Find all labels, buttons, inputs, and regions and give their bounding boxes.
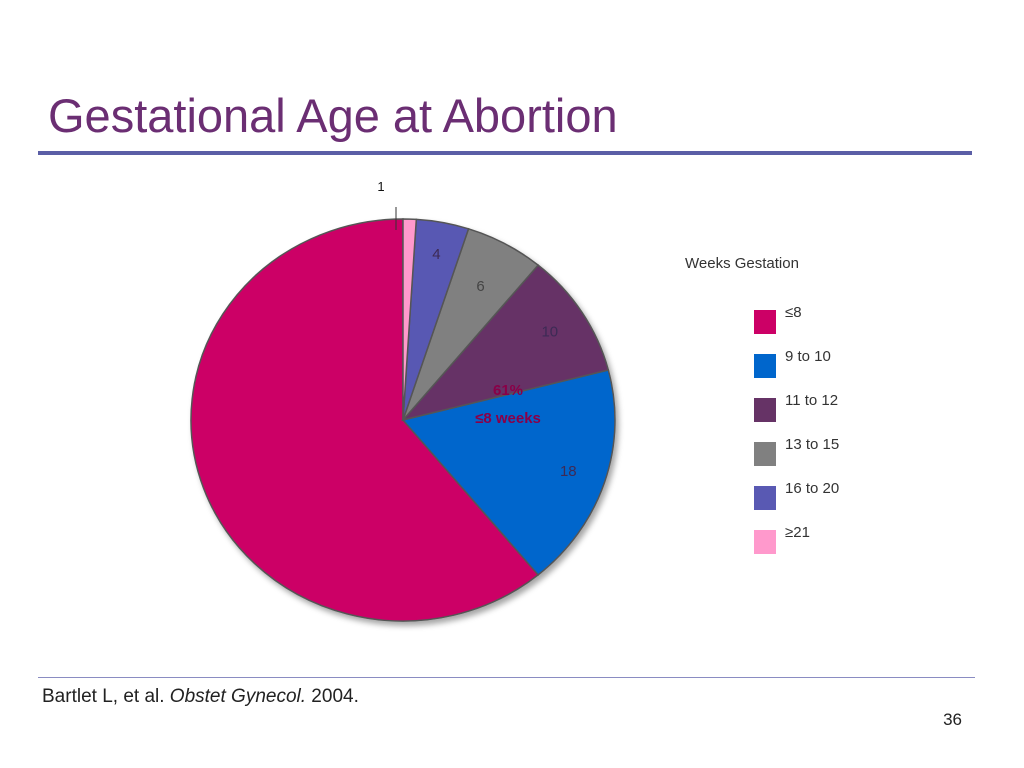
pie-slice-le-8	[190, 218, 540, 622]
legend-title: Weeks Gestation	[685, 255, 799, 272]
citation-year: 2004.	[306, 686, 359, 707]
legend-label: 16 to 20	[785, 480, 840, 497]
data-label-9-to-10: 18	[560, 463, 577, 480]
pie-slice-ge-21	[402, 218, 418, 421]
citation: Bartlet L, et al. Obstet Gynecol. 2004.	[42, 686, 359, 708]
legend-label: 11 to 12	[785, 392, 839, 409]
citation-journal: Obstet Gynecol.	[169, 686, 307, 707]
data-label-le-8: 61%	[493, 382, 523, 399]
legend-swatch	[754, 442, 776, 466]
legend-swatch	[754, 530, 776, 554]
citation-author: Bartlet L, et al.	[42, 686, 170, 707]
center-annotation: ≤8 weeks	[475, 410, 541, 427]
data-label-16-to-20: 4	[432, 246, 440, 263]
legend-swatch	[754, 486, 776, 510]
legend-label: 9 to 10	[785, 348, 831, 365]
pie-slice-9-to-10	[401, 369, 616, 576]
data-label-13-to-15: 6	[476, 278, 484, 295]
pie-slice-11-to-12	[400, 264, 610, 422]
legend-label: ≤8	[785, 304, 802, 321]
title-divider	[38, 151, 972, 155]
data-label-ge-21: 1	[377, 179, 384, 194]
data-label-11-to-12: 10	[541, 324, 558, 341]
legend-swatch	[754, 354, 776, 378]
legend-label: 13 to 15	[785, 436, 840, 453]
page-number: 36	[943, 710, 962, 729]
footer-divider	[38, 677, 975, 678]
legend-label: ≥21	[785, 524, 810, 541]
slide-title: Gestational Age at Abortion	[48, 89, 618, 142]
legend-swatch	[754, 398, 776, 422]
legend-swatch	[754, 310, 776, 334]
